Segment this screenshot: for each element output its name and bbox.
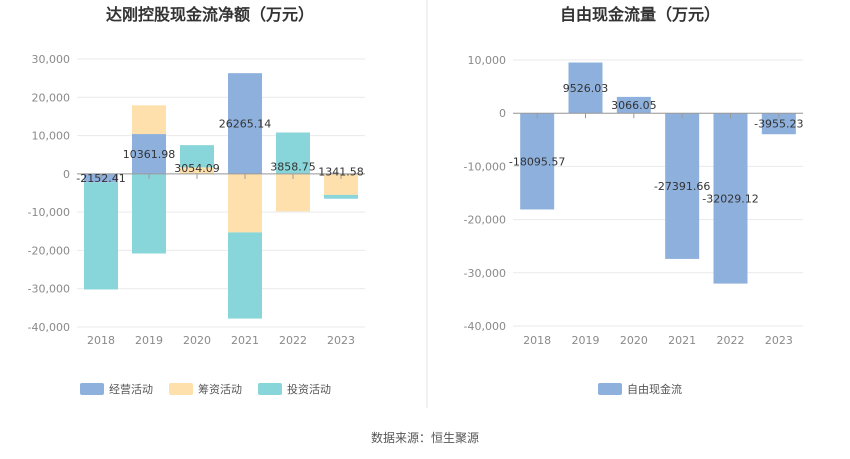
data-label: -3955.23 xyxy=(754,118,803,131)
legend-swatch-investing xyxy=(258,383,282,395)
y-tick-label: 0 xyxy=(63,168,70,181)
bar-free_cash_flow xyxy=(665,113,700,259)
data-label: -2152.41 xyxy=(76,172,125,185)
y-tick-label: -20,000 xyxy=(464,214,506,227)
data-label: -27391.66 xyxy=(654,180,710,193)
chart-title: 达刚控股现金流净额（万元） xyxy=(106,5,314,24)
bar-free_cash_flow xyxy=(713,113,748,284)
x-category-label: 2021 xyxy=(231,334,259,347)
right-chart-free-cash-flow: 自由现金流量（万元） 10,000 0 -10,000 -20,000 -30,000 -4… xyxy=(464,5,804,396)
bar-free_cash_flow xyxy=(568,62,603,114)
x-category-label: 2019 xyxy=(572,334,600,347)
legend-label: 经营活动 xyxy=(109,382,153,396)
x-category-label: 2023 xyxy=(765,334,793,347)
data-label: 1341.58 xyxy=(318,165,364,178)
bar-operating xyxy=(228,73,262,174)
y-tick-label: -40,000 xyxy=(464,320,506,333)
legend-swatch-operating xyxy=(80,383,104,395)
bar-investing xyxy=(180,145,214,168)
bar-investing xyxy=(84,182,118,290)
data-label: 3858.75 xyxy=(270,160,316,173)
bar-free_cash_flow xyxy=(520,113,555,210)
legend-label: 筹资活动 xyxy=(198,382,242,396)
y-tick-label: 30,000 xyxy=(32,53,71,66)
bar-investing xyxy=(228,232,262,319)
y-tick-label: 10,000 xyxy=(32,130,71,143)
y-tick-label: -30,000 xyxy=(464,267,506,280)
bar-free_cash_flow xyxy=(761,113,796,135)
data-label: -32029.12 xyxy=(702,192,758,205)
x-category-label: 2018 xyxy=(87,334,115,347)
x-category-label: 2020 xyxy=(620,334,648,347)
y-tick-label: -20,000 xyxy=(28,244,70,257)
left-chart-net-cash-flow: 达刚控股现金流净额（万元） 30,000 20,000 10,000 0 -10,000 -… xyxy=(28,5,365,396)
y-tick-label: -10,000 xyxy=(464,160,506,173)
bar-investing xyxy=(132,173,166,254)
x-category-label: 2021 xyxy=(668,334,696,347)
legend-swatch-financing xyxy=(169,383,193,395)
legend-swatch-free_cash_flow xyxy=(598,383,622,395)
bar-financing xyxy=(324,173,358,195)
data-label: -18095.57 xyxy=(509,155,565,168)
y-tick-label: -30,000 xyxy=(28,283,70,296)
x-category-label: 2022 xyxy=(717,334,745,347)
legend-label: 投资活动 xyxy=(287,382,331,396)
data-label: 9526.03 xyxy=(563,82,609,95)
bar-financing xyxy=(132,105,166,135)
y-tick-label: 10,000 xyxy=(468,54,507,67)
x-category-label: 2022 xyxy=(279,334,307,347)
x-category-label: 2023 xyxy=(327,334,355,347)
y-tick-label: -40,000 xyxy=(28,321,70,334)
data-label: 26265.14 xyxy=(219,118,272,131)
chart-title: 自由现金流量（万元） xyxy=(560,5,720,24)
bar-financing xyxy=(228,173,262,233)
x-category-label: 2019 xyxy=(135,334,163,347)
bar-financing xyxy=(276,173,310,212)
y-tick-label: 0 xyxy=(499,107,506,120)
x-category-label: 2018 xyxy=(523,334,551,347)
y-tick-label: 20,000 xyxy=(32,91,71,104)
bar-operating xyxy=(132,134,166,174)
bar-investing xyxy=(324,194,358,199)
bar-investing xyxy=(276,132,310,174)
bar-free_cash_flow xyxy=(616,96,651,114)
source-note: 数据来源：恒生聚源 xyxy=(371,430,479,445)
bar-financing xyxy=(180,167,214,174)
y-tick-label: -10,000 xyxy=(28,206,70,219)
legend-label: 自由现金流 xyxy=(627,382,682,396)
x-category-label: 2020 xyxy=(183,334,211,347)
data-label: 3066.05 xyxy=(611,99,657,112)
data-label: 10361.98 xyxy=(123,148,176,161)
data-label: 3054.09 xyxy=(174,162,220,175)
